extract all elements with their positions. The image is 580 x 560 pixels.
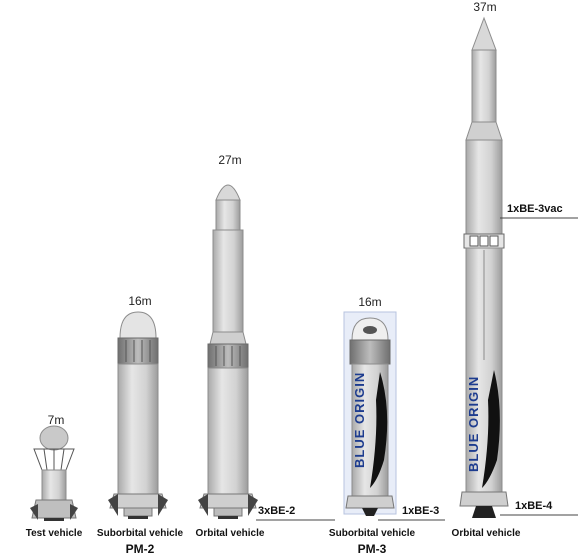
- orbital-vehicle-pm3: BLUE ORIGIN: [459, 16, 509, 518]
- vehicle-label-orbital-pm3: Orbital vehicle: [451, 528, 521, 539]
- height-label-suborbital-pm2: 16m: [128, 294, 152, 308]
- height-label-orbital-pm3: 37m: [473, 0, 497, 14]
- vehicle-label-orbital-pm2: Orbital vehicle: [195, 528, 265, 539]
- blue-origin-logo: BLUE ORIGIN: [466, 376, 481, 472]
- height-label-suborbital-pm3: 16m: [358, 295, 382, 309]
- feather-icon: [482, 370, 500, 488]
- test-vehicle: [30, 425, 78, 521]
- group-label-pm3: PM-3: [357, 542, 387, 556]
- group-label-pm2: PM-2: [125, 542, 155, 556]
- height-label-orbital-pm2: 27m: [218, 153, 242, 167]
- engine-label-suborbital-pm3: 1xBE-3: [402, 505, 440, 517]
- vehicle-label-test: Test vehicle: [25, 528, 83, 539]
- orbital-vehicle-pm2: [198, 184, 258, 519]
- engine-label-orbital-pm3-lower: 1xBE-4: [515, 500, 553, 512]
- suborbital-vehicle-pm2: [108, 311, 168, 519]
- engine-label-orbital-pm2: 3xBE-2: [258, 505, 296, 517]
- suborbital-vehicle-pm3: BLUE ORIGIN: [343, 311, 397, 516]
- height-label-test-vehicle: 7m: [47, 413, 65, 427]
- vehicle-label-suborbital-pm3: Suborbital vehicle: [328, 528, 416, 539]
- vehicle-label-suborbital-pm2: Suborbital vehicle: [96, 528, 184, 539]
- blue-origin-logo: BLUE ORIGIN: [352, 372, 367, 468]
- feather-icon: [370, 372, 388, 488]
- engine-label-orbital-pm3-upper: 1xBE-3vac: [507, 203, 563, 215]
